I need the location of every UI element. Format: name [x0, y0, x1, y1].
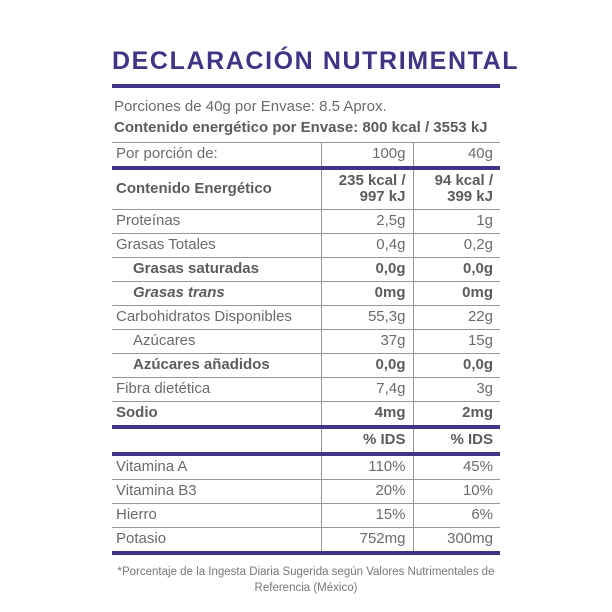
- energy-content-row: Contenido Energético 235 kcal / 997 kJ 9…: [112, 166, 500, 210]
- nutrient-label: Grasas trans: [112, 281, 321, 306]
- nutrient-row: Carbohidratos Disponibles 55,3g 22g: [112, 305, 500, 330]
- nutrient-value-100g: 110%: [320, 453, 413, 480]
- nutrient-value-100g: 15%: [320, 503, 413, 528]
- nutrient-value-40g: 0,0g: [412, 353, 500, 378]
- ids-header-100g: % IDS: [320, 425, 413, 456]
- nutrient-row: Sodio 4mg 2mg: [112, 401, 500, 427]
- nutrient-value-100g: 20%: [320, 479, 413, 504]
- nutrient-value-100g: 0,4g: [320, 233, 413, 258]
- nutrient-label: Azúcares: [112, 329, 321, 354]
- per-portion-header-row: Por porción de: 100g 40g: [112, 142, 500, 168]
- ids-header-40g: % IDS: [412, 425, 500, 456]
- nutrient-label: Potasio: [112, 527, 321, 555]
- nutrient-row: Grasas Totales 0,4g 0,2g: [112, 233, 500, 258]
- nutrient-label: Vitamina B3: [112, 479, 321, 504]
- ids-rows: Vitamina A 110% 45% Vitamina B3 20% 10% …: [112, 453, 500, 555]
- nutrient-row: Fibra dietética 7,4g 3g: [112, 377, 500, 402]
- nutrient-row: Azúcares añadidos 0,0g 0,0g: [112, 353, 500, 378]
- nutrient-label: Grasas Totales: [112, 233, 321, 258]
- nutrient-label: Vitamina A: [112, 453, 321, 480]
- nutrient-label: Carbohidratos Disponibles: [112, 305, 321, 330]
- servings-line: Porciones de 40g por Envase: 8.5 Aprox.: [114, 98, 387, 115]
- ids-footnote: *Porcentaje de la Ingesta Diaria Sugerid…: [117, 566, 495, 595]
- nutrient-row: Vitamina B3 20% 10%: [112, 479, 500, 504]
- nutrient-value-40g: 2mg: [412, 401, 500, 427]
- energy-content-value-40g: 94 kcal / 399 kJ: [412, 166, 500, 210]
- energy-content-label: Contenido Energético: [112, 166, 321, 210]
- nutrient-label: Azúcares añadidos: [112, 353, 321, 378]
- nutrient-row: Grasas saturadas 0,0g 0,0g: [112, 257, 500, 282]
- nutrient-value-100g: 752mg: [320, 527, 413, 555]
- nutrient-row: Grasas trans 0mg 0mg: [112, 281, 500, 306]
- nutrient-label: Sodio: [112, 401, 321, 427]
- nutrient-value-40g: 1g: [412, 209, 500, 234]
- nutrient-value-40g: 45%: [412, 453, 500, 480]
- nutrient-label: Fibra dietética: [112, 377, 321, 402]
- page-title: DECLARACIÓN NUTRIMENTAL: [112, 47, 520, 75]
- per-portion-label: Por porción de:: [112, 142, 321, 168]
- nutrient-value-40g: 22g: [412, 305, 500, 330]
- nutrient-value-100g: 55,3g: [320, 305, 413, 330]
- nutrient-row: Hierro 15% 6%: [112, 503, 500, 528]
- nutrient-value-40g: 300mg: [412, 527, 500, 555]
- column-header-100g: 100g: [320, 142, 413, 168]
- nutrient-value-100g: 0,0g: [320, 257, 413, 282]
- nutrient-label: Proteínas: [112, 209, 321, 234]
- column-header-40g: 40g: [412, 142, 500, 168]
- nutrition-table: Por porción de: 100g 40g Contenido Energ…: [112, 142, 500, 555]
- energy-per-package-label: Contenido energético por Envase:: [114, 119, 359, 136]
- energy-per-package-line: Contenido energético por Envase: 800 kca…: [112, 119, 500, 136]
- nutrient-value-100g: 0,0g: [320, 353, 413, 378]
- nutrient-rows: Proteínas 2,5g 1g Grasas Totales 0,4g 0,…: [112, 209, 500, 427]
- energy-content-value-100g: 235 kcal / 997 kJ: [320, 166, 413, 210]
- nutrient-value-100g: 7,4g: [320, 377, 413, 402]
- nutrient-row: Azúcares 37g 15g: [112, 329, 500, 354]
- nutrient-row: Proteínas 2,5g 1g: [112, 209, 500, 234]
- ids-header-empty-cell: [112, 425, 321, 456]
- energy-per-package-value: 800 kcal / 3553 kJ: [362, 119, 488, 136]
- nutrient-label: Grasas saturadas: [112, 257, 321, 282]
- ids-section: % IDS % IDS: [112, 425, 500, 456]
- table-header-section: Por porción de: 100g 40g Contenido Energ…: [112, 142, 500, 210]
- label-content: DECLARACIÓN NUTRIMENTAL Porciones de 40g…: [112, 0, 520, 612]
- nutrient-row: Vitamina A 110% 45%: [112, 453, 500, 480]
- nutrient-value-40g: 0mg: [412, 281, 500, 306]
- nutrient-value-100g: 37g: [320, 329, 413, 354]
- nutrient-value-40g: 15g: [412, 329, 500, 354]
- nutrient-value-40g: 6%: [412, 503, 500, 528]
- nutrient-value-40g: 0,0g: [412, 257, 500, 282]
- nutrient-value-100g: 0mg: [320, 281, 413, 306]
- nutrient-value-100g: 4mg: [320, 401, 413, 427]
- nutrient-value-40g: 10%: [412, 479, 500, 504]
- nutrient-value-40g: 3g: [412, 377, 500, 402]
- nutrient-label: Hierro: [112, 503, 321, 528]
- title-underline: [112, 84, 500, 88]
- nutrient-value-40g: 0,2g: [412, 233, 500, 258]
- nutrient-value-100g: 2,5g: [320, 209, 413, 234]
- ids-header-row: % IDS % IDS: [112, 425, 500, 456]
- nutrient-row: Potasio 752mg 300mg: [112, 527, 500, 555]
